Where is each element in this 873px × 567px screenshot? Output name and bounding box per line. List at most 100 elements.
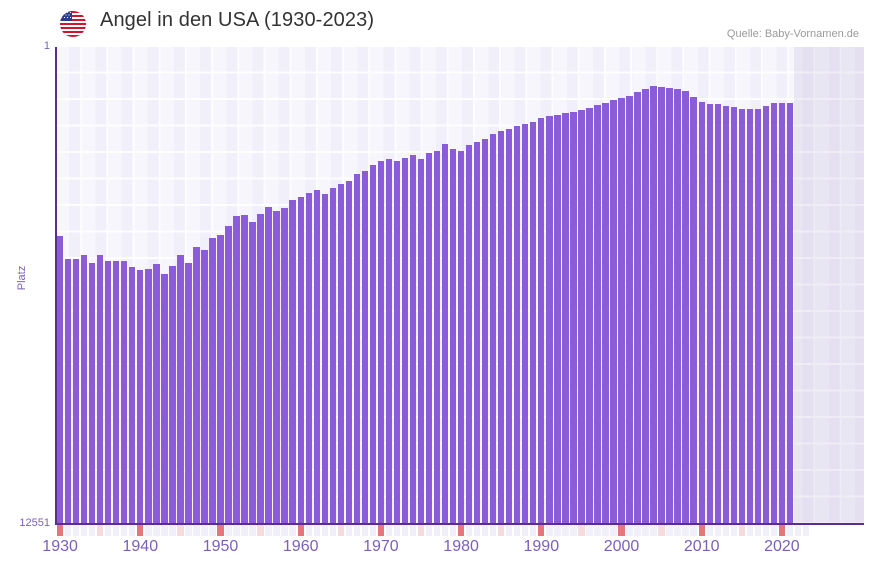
bar-1947[interactable] <box>193 247 200 524</box>
bar-1957[interactable] <box>273 211 280 524</box>
bar-1939[interactable] <box>129 267 136 524</box>
bar-1964[interactable] <box>329 188 336 524</box>
us-flag-icon <box>60 11 86 37</box>
bar-1971[interactable] <box>385 158 393 524</box>
bar-1951[interactable] <box>225 225 232 524</box>
bar-1931[interactable] <box>64 259 72 524</box>
bar-2004[interactable] <box>650 85 657 524</box>
bar-1941[interactable] <box>145 269 152 524</box>
bar-1953[interactable] <box>241 214 248 524</box>
flag-canton <box>60 11 72 21</box>
bar-1936[interactable] <box>105 260 112 524</box>
bar-1954[interactable] <box>249 222 256 524</box>
bar-1968[interactable] <box>361 170 369 524</box>
bar-2012[interactable] <box>714 104 721 524</box>
bar-1950[interactable] <box>217 234 224 524</box>
bar-2019[interactable] <box>770 103 778 524</box>
bar-1998[interactable] <box>602 102 609 524</box>
bar-1981[interactable] <box>465 144 473 524</box>
bar-1955[interactable] <box>257 213 264 524</box>
bar-1979[interactable] <box>449 148 457 524</box>
x-tick-2019 <box>770 525 778 536</box>
bar-1992[interactable] <box>554 114 561 524</box>
bar-1958[interactable] <box>281 207 288 524</box>
bar-1986[interactable] <box>506 128 513 524</box>
bar-1948[interactable] <box>201 250 208 524</box>
x-tick-1966 <box>345 525 352 536</box>
bar-2015[interactable] <box>738 108 745 524</box>
bar-2003[interactable] <box>642 88 649 524</box>
bar-1960[interactable] <box>297 196 304 524</box>
bar-2009[interactable] <box>690 96 697 524</box>
bar-1983[interactable] <box>481 138 489 524</box>
bar-1995[interactable] <box>578 109 585 524</box>
bar-1943[interactable] <box>161 273 168 524</box>
bar-1985[interactable] <box>498 131 505 524</box>
bar-2018[interactable] <box>762 106 770 524</box>
bar-1999[interactable] <box>610 99 617 524</box>
bar-1969[interactable] <box>369 165 377 524</box>
bar-1980[interactable] <box>457 150 465 524</box>
bar-2000[interactable] <box>618 98 625 524</box>
bar-2006[interactable] <box>666 87 673 524</box>
bar-1988[interactable] <box>522 123 529 524</box>
bar-1990[interactable] <box>538 118 545 524</box>
bar-1932[interactable] <box>72 258 80 524</box>
bar-1938[interactable] <box>121 261 128 524</box>
bar-2020[interactable] <box>778 102 786 524</box>
bar-1965[interactable] <box>337 184 344 524</box>
bar-2005[interactable] <box>658 86 665 524</box>
bar-2010[interactable] <box>698 102 705 524</box>
bar-1976[interactable] <box>425 153 433 524</box>
bar-1982[interactable] <box>473 142 481 524</box>
bar-1935[interactable] <box>97 254 104 524</box>
bar-1963[interactable] <box>321 194 328 524</box>
bar-1972[interactable] <box>393 160 401 524</box>
bar-1942[interactable] <box>153 263 160 524</box>
bar-1956[interactable] <box>265 206 272 524</box>
bar-1933[interactable] <box>80 254 88 524</box>
bar-1977[interactable] <box>433 151 441 524</box>
x-axis-label-1970: 1970 <box>363 538 399 555</box>
x-tick-1949 <box>209 525 216 536</box>
bar-2008[interactable] <box>682 91 689 524</box>
bar-1944[interactable] <box>169 265 176 524</box>
bar-1930[interactable] <box>56 235 64 524</box>
bar-2014[interactable] <box>730 107 737 524</box>
bar-1945[interactable] <box>177 254 184 524</box>
bar-2017[interactable] <box>754 109 762 524</box>
bar-1996[interactable] <box>586 108 593 524</box>
bar-1937[interactable] <box>113 261 120 524</box>
bar-1949[interactable] <box>209 238 216 524</box>
bar-2021[interactable] <box>786 102 794 524</box>
bar-1989[interactable] <box>530 122 537 524</box>
x-tick-2013 <box>722 525 729 536</box>
bar-1959[interactable] <box>289 199 296 524</box>
bar-1978[interactable] <box>441 144 449 524</box>
bar-1994[interactable] <box>570 111 577 524</box>
bar-2001[interactable] <box>626 95 633 524</box>
bar-1961[interactable] <box>305 193 312 524</box>
bar-1967[interactable] <box>353 174 361 524</box>
bar-1970[interactable] <box>377 161 385 524</box>
bar-1962[interactable] <box>313 190 320 524</box>
bar-1952[interactable] <box>233 216 240 524</box>
bar-1991[interactable] <box>546 116 553 524</box>
bar-2002[interactable] <box>634 92 641 524</box>
bar-1984[interactable] <box>489 134 497 524</box>
bar-1974[interactable] <box>409 155 417 524</box>
bar-2007[interactable] <box>674 88 681 524</box>
bar-1940[interactable] <box>137 270 144 524</box>
bar-1987[interactable] <box>514 126 521 524</box>
bar-1997[interactable] <box>594 105 601 524</box>
bar-1946[interactable] <box>185 263 192 524</box>
bar-1966[interactable] <box>345 180 352 524</box>
bar-2013[interactable] <box>722 106 729 524</box>
x-tick-2022 <box>794 525 802 536</box>
bar-2011[interactable] <box>706 104 713 524</box>
bar-1975[interactable] <box>417 158 425 524</box>
bar-1993[interactable] <box>562 113 569 524</box>
bar-1973[interactable] <box>401 157 409 524</box>
bar-2016[interactable] <box>746 108 753 524</box>
bar-1934[interactable] <box>88 262 96 524</box>
